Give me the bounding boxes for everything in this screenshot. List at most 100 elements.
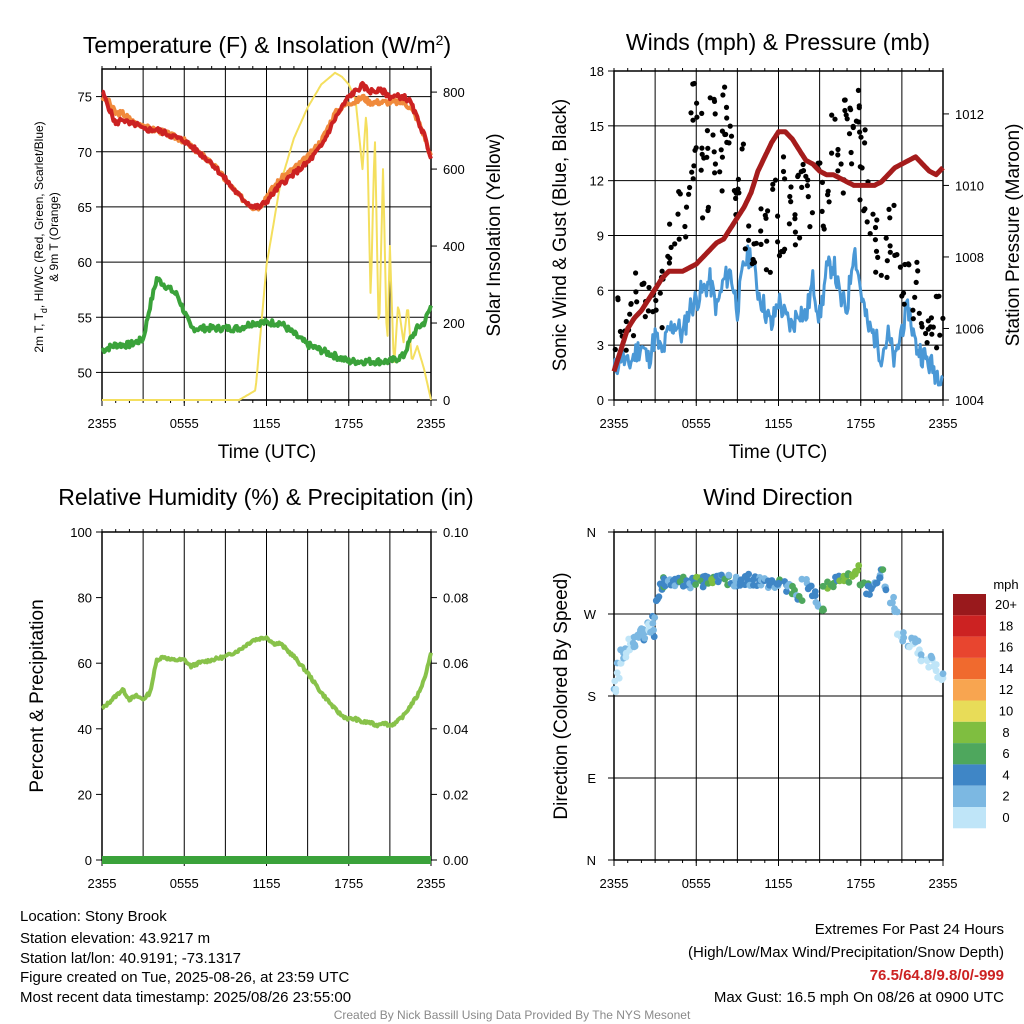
gust-point xyxy=(934,294,940,300)
x-tick-label: 2355 xyxy=(88,416,117,431)
gust-point xyxy=(809,210,816,216)
temp-2m-line xyxy=(101,81,433,211)
direction-point xyxy=(932,661,940,668)
gust-point xyxy=(687,184,693,191)
colorbar-title: mph xyxy=(993,577,1018,592)
y-tick-label: 20 xyxy=(78,787,92,802)
gust-point xyxy=(867,231,873,237)
direction-point xyxy=(807,582,815,590)
gust-point xyxy=(910,307,916,313)
gust-point xyxy=(726,140,732,146)
gust-point xyxy=(666,260,673,266)
extremes-header: Extremes For Past 24 Hours xyxy=(815,921,1004,938)
direction-point xyxy=(808,592,816,600)
gust-point xyxy=(723,104,730,110)
temp-left-label-2: & 9m T (Orange) xyxy=(47,192,61,282)
direction-point xyxy=(819,582,827,590)
gust-point xyxy=(659,325,665,331)
gust-point xyxy=(782,176,788,182)
extremes-max-gust: Max Gust: 16.5 mph On 08/26 at 0900 UTC xyxy=(714,989,1004,1006)
rh-panel: 0 20 40 60 80 100 2355 0555 1155 1755 2355 0.00 0.02… xyxy=(70,525,468,891)
y-tick-label: 70 xyxy=(78,145,92,160)
x-tick-label: 2355 xyxy=(600,876,629,891)
y-tick-label: 3 xyxy=(597,338,604,353)
gust-point xyxy=(914,259,920,265)
direction-point xyxy=(886,599,894,607)
humidity-line xyxy=(101,635,433,729)
y-tick-label: 0 xyxy=(597,393,604,408)
gust-point xyxy=(937,332,943,338)
direction-point xyxy=(890,593,897,601)
x-tick-label: 0555 xyxy=(682,876,711,891)
gust-point xyxy=(873,248,880,254)
gust-point xyxy=(788,184,794,190)
y-right-tick-label: 0 xyxy=(443,393,450,408)
gust-point xyxy=(795,173,801,180)
direction-point xyxy=(854,567,861,574)
gust-point xyxy=(940,315,946,321)
y-tick-label: 9 xyxy=(597,229,604,244)
gust-point xyxy=(857,197,863,203)
direction-tick-label: N xyxy=(587,525,596,540)
gust-point xyxy=(720,92,726,98)
winds-right-label: Station Pressure (Maroon) xyxy=(1003,124,1024,347)
gust-point xyxy=(753,240,759,246)
gust-point xyxy=(850,123,856,129)
gust-point xyxy=(874,217,880,223)
gust-point xyxy=(633,289,639,295)
gust-point xyxy=(862,140,868,146)
gust-point xyxy=(675,211,681,217)
gust-point xyxy=(798,169,804,175)
gust-point xyxy=(650,309,656,315)
gust-point xyxy=(820,223,826,229)
y-right-tick-label: 0.02 xyxy=(443,787,468,802)
gust-point xyxy=(884,258,890,264)
gust-point xyxy=(897,264,904,270)
direction-point xyxy=(745,570,752,578)
temp-x-label: Time (UTC) xyxy=(218,442,317,463)
gust-point xyxy=(803,173,809,179)
direction-point xyxy=(899,637,907,645)
gust-point xyxy=(763,267,770,273)
y-right-tick-label: 1012 xyxy=(955,107,984,122)
gust-point xyxy=(770,181,776,187)
direction-point xyxy=(917,651,925,659)
direction-point xyxy=(692,581,699,588)
gust-point xyxy=(930,324,936,330)
gust-point xyxy=(859,165,865,171)
y-tick-label: 40 xyxy=(78,722,92,737)
gust-point xyxy=(832,116,838,122)
x-tick-label: 1755 xyxy=(334,876,363,891)
gust-point xyxy=(829,112,835,118)
gust-point xyxy=(826,199,832,205)
gust-point xyxy=(719,154,726,160)
direction-tick-label: E xyxy=(587,771,596,786)
y-right-tick-label: 1006 xyxy=(955,321,984,336)
gust-point xyxy=(872,224,879,231)
gust-point xyxy=(819,208,825,214)
gust-point xyxy=(699,145,705,151)
winds-panel: 0 3 6 9 12 15 18 2355 0555 1155 1755 2355 1004 1006 10… xyxy=(590,64,984,431)
direction-point xyxy=(900,629,907,636)
gust-point xyxy=(855,87,862,93)
gust-point xyxy=(630,333,637,339)
extremes-subheader: (High/Low/Max Wind/Precipitation/Snow De… xyxy=(688,944,1004,961)
gust-point xyxy=(705,145,711,151)
x-tick-label: 1155 xyxy=(253,416,281,431)
gust-point xyxy=(646,284,652,291)
colorbar-label: 4 xyxy=(1002,767,1009,782)
direction-point xyxy=(654,595,661,603)
gust-point xyxy=(913,279,919,285)
gust-point xyxy=(910,316,916,322)
y-tick-label: 12 xyxy=(590,174,604,189)
gust-point xyxy=(887,249,893,255)
gust-point xyxy=(746,237,752,243)
direction-point xyxy=(928,654,936,662)
gust-point xyxy=(739,146,745,152)
extremes-values: 76.5/64.8/9.8/0/-999 xyxy=(870,967,1004,984)
direction-point xyxy=(612,685,620,693)
gust-point xyxy=(853,118,860,124)
gust-point xyxy=(712,170,718,176)
gust-point xyxy=(807,224,813,230)
gust-point xyxy=(700,215,706,221)
